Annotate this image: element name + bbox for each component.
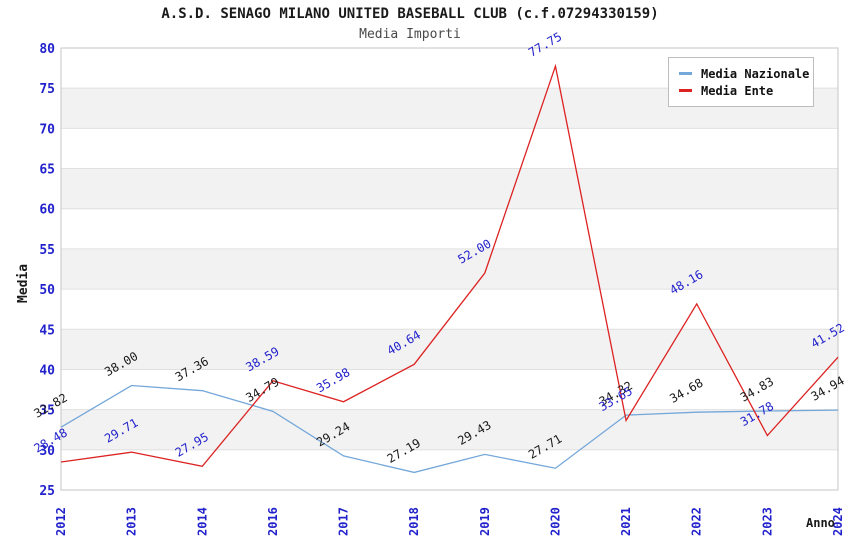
x-tick-label: 2022: [690, 507, 704, 536]
legend-swatch-blue-line-icon: [679, 72, 692, 75]
series-line-0: [60, 384, 839, 474]
x-tick-label: 2016: [266, 507, 280, 536]
x-tick-label: 2018: [407, 507, 421, 536]
x-axis-title: Anno: [806, 516, 835, 530]
x-tick-label: 2012: [54, 507, 68, 536]
legend: Media Nazionale Media Ente: [668, 57, 814, 107]
x-tick-label: 2013: [125, 507, 139, 536]
y-tick-label: 65: [39, 163, 55, 178]
plot-band: [61, 128, 838, 169]
legend-item-media-nazionale: Media Nazionale: [679, 66, 813, 81]
plot-band: [61, 248, 838, 290]
legend-item-media-ente: Media Ente: [679, 83, 813, 98]
x-tick-label: 2024: [831, 507, 845, 536]
chart-subtitle: Media Importi: [359, 27, 461, 42]
chart-title: A.S.D. SENAGO MILANO UNITED BASEBALL CLU…: [161, 6, 659, 22]
y-axis-title: Media: [16, 263, 31, 303]
x-tick-label: 2014: [195, 507, 209, 536]
y-tick-label: 40: [39, 363, 55, 378]
x-tick-label: 2020: [548, 507, 562, 536]
legend-label-media-ente: Media Ente: [701, 83, 774, 98]
legend-swatch-red-line-icon: [679, 89, 692, 92]
plot-border: [60, 47, 839, 491]
y-tick-label: 45: [39, 323, 55, 338]
plot-band: [61, 449, 838, 490]
y-tick-label: 35: [39, 404, 55, 419]
y-tick-label: 50: [39, 283, 55, 298]
series-line-1: [60, 63, 839, 468]
y-tick-label: 75: [39, 82, 55, 97]
plot-band: [61, 289, 838, 330]
plot-band: [61, 208, 838, 249]
x-tick-label: 2019: [478, 507, 492, 536]
x-tick-label: 2017: [337, 507, 351, 536]
y-tick-label: 60: [39, 203, 55, 218]
y-tick-label: 55: [39, 243, 55, 258]
y-tick-label: 30: [39, 444, 55, 459]
legend-label-media-nazionale: Media Nazionale: [701, 66, 810, 81]
plot-band: [61, 329, 838, 370]
plot-band: [61, 168, 838, 209]
y-tick-label: 80: [39, 42, 55, 57]
plot-band: [61, 409, 838, 450]
x-tick-label: 2023: [760, 507, 774, 536]
x-tick-label: 2021: [619, 507, 633, 536]
y-tick-label: 25: [39, 484, 55, 499]
y-tick-label: 70: [39, 122, 55, 137]
